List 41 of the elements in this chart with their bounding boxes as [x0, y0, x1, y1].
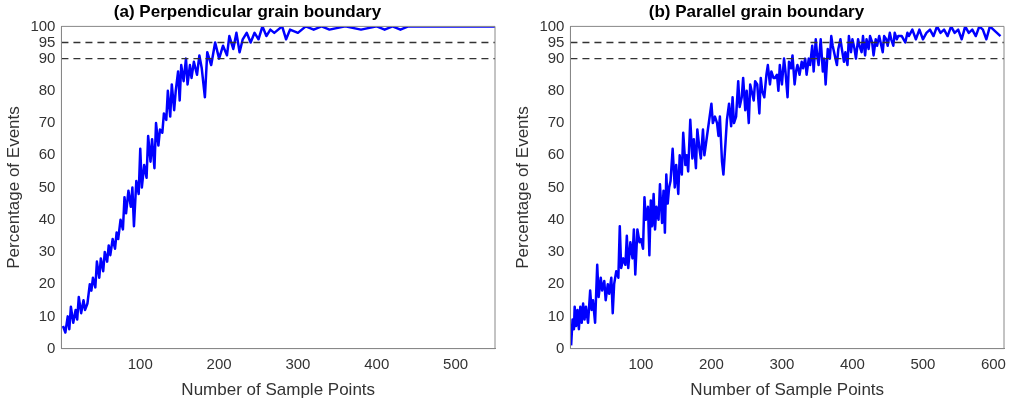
- x-axis-title: Number of Sample Points: [690, 380, 885, 400]
- y-tick-label: 50: [547, 177, 565, 195]
- y-tick-label: 20: [38, 274, 56, 292]
- x-tick-label: 500: [443, 354, 469, 372]
- y-tick-label: 95: [38, 32, 56, 50]
- y-tick-label: 90: [38, 48, 56, 66]
- y-tick-label: 100: [539, 16, 565, 34]
- y-tick-label: 60: [547, 145, 565, 163]
- y-tick-label: 40: [547, 209, 565, 227]
- y-tick-label: 70: [38, 113, 56, 131]
- y-tick-label: 0: [556, 338, 565, 356]
- y-tick-label: 30: [38, 242, 56, 260]
- x-tick-label: 400: [364, 354, 390, 372]
- y-tick-label: 100: [30, 16, 56, 34]
- y-axis-title: Percentage of Events: [512, 106, 532, 269]
- x-axis-title: Number of Sample Points: [181, 380, 376, 400]
- x-tick-label: 100: [628, 354, 654, 372]
- x-tick-label: 500: [910, 354, 936, 372]
- y-tick-label: 0: [47, 338, 56, 356]
- chart-title: (a) Perpendicular grain boundary: [113, 1, 382, 21]
- y-tick-label: 20: [547, 274, 565, 292]
- y-tick-label: 80: [547, 80, 565, 98]
- x-tick-label: 200: [698, 354, 724, 372]
- y-tick-label: 40: [38, 209, 56, 227]
- y-tick-label: 70: [547, 113, 565, 131]
- x-tick-label: 300: [285, 354, 311, 372]
- x-tick-label: 600: [980, 354, 1006, 372]
- x-tick-label: 100: [127, 354, 153, 372]
- y-tick-label: 90: [547, 48, 565, 66]
- y-tick-label: 50: [38, 177, 56, 195]
- chart-title: (b) Parallel grain boundary: [648, 1, 865, 21]
- x-tick-label: 400: [839, 354, 865, 372]
- x-tick-label: 300: [769, 354, 795, 372]
- y-axis-title: Percentage of Events: [3, 106, 23, 269]
- y-tick-label: 80: [38, 80, 56, 98]
- y-tick-label: 10: [547, 306, 565, 324]
- y-tick-label: 10: [38, 306, 56, 324]
- y-tick-label: 95: [547, 32, 565, 50]
- y-tick-label: 60: [38, 145, 56, 163]
- x-tick-label: 200: [206, 354, 232, 372]
- y-tick-label: 30: [547, 242, 565, 260]
